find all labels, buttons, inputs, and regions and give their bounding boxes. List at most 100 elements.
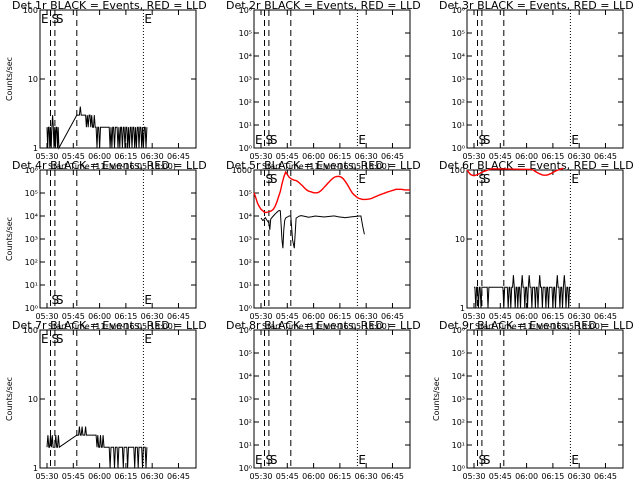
y-tick-label: 10⁴ <box>239 52 252 61</box>
y-tick-label: 10⁶ <box>25 166 38 175</box>
x-axis-label: Start Time (11-Jun-16 05:18:00) <box>475 322 603 331</box>
x-tick-label: 06:45 <box>381 312 404 321</box>
x-tick-label: 05:45 <box>489 152 512 161</box>
marker-label: S <box>56 12 64 26</box>
panel-det-2: Det 2r BLACK = Events, RED = LLD 10⁰ 10¹ 10… <box>226 0 421 171</box>
y-tick-label: 10⁰ <box>239 464 252 473</box>
marker-label: E <box>358 453 366 467</box>
x-tick-label: 05:30 <box>35 312 58 321</box>
x-tick-label: 06:00 <box>302 152 325 161</box>
marker-label: E <box>571 133 579 147</box>
x-tick-label: 06:15 <box>114 312 137 321</box>
y-tick-label: 10⁴ <box>452 372 465 381</box>
x-tick-label: 06:30 <box>355 472 378 480</box>
panel-title: Det 1r BLACK = Events, RED = LLD <box>12 0 207 12</box>
y-tick-label: 1 <box>33 144 38 153</box>
x-tick-label: 06:00 <box>88 312 111 321</box>
panel-title: Det 2r BLACK = Events, RED = LLD <box>226 0 421 12</box>
panel-det-1: Det 1r BLACK = Events, RED = LLD 1 10 100 05… <box>5 0 207 171</box>
x-tick-label: 06:15 <box>328 472 351 480</box>
panel-title: Det 6r BLACK = Events, RED = LLD <box>439 159 634 172</box>
y-tick-label: 10² <box>452 418 465 427</box>
x-tick-label: 06:00 <box>302 312 325 321</box>
marker-label: S <box>479 172 487 186</box>
x-tick-label: 06:15 <box>328 152 351 161</box>
y-tick-label: 10⁵ <box>452 29 465 38</box>
y-tick-label: 1000 <box>232 166 252 175</box>
lld-series-line <box>466 167 564 177</box>
x-tick-label: 05:45 <box>62 312 85 321</box>
x-tick-label: 06:45 <box>594 312 617 321</box>
marker-label: E <box>358 133 366 147</box>
x-tick-label: 06:30 <box>141 152 164 161</box>
y-tick-label: 10⁶ <box>452 6 465 15</box>
marker-label: E <box>255 453 263 467</box>
marker-label: S <box>270 453 278 467</box>
y-tick-label: 100 <box>23 6 38 15</box>
plot-frame <box>466 329 624 469</box>
x-tick-label: 06:00 <box>302 472 325 480</box>
x-tick-label: 05:30 <box>462 472 485 480</box>
x-tick-label: 05:30 <box>35 152 58 161</box>
marker-label: E <box>144 293 152 307</box>
x-tick-label: 05:30 <box>249 152 272 161</box>
x-tick-label: 06:30 <box>141 312 164 321</box>
events-series-line <box>474 275 571 309</box>
y-tick-label: 10⁶ <box>239 326 252 335</box>
y-tick-label: 10⁰ <box>25 304 38 313</box>
y-tick-label: 10⁴ <box>239 212 252 221</box>
panel-title: Det 3r BLACK = Events, RED = LLD <box>439 0 634 12</box>
panel-det-8: Det 8r BLACK = Events, RED = LLD 10⁰ 10¹ 10… <box>226 319 421 480</box>
y-tick-label: 10¹ <box>239 121 252 130</box>
marker-label: S <box>483 172 491 186</box>
marker-label: E <box>144 332 152 346</box>
events-series-line <box>46 106 148 150</box>
y-tick-label: 10¹ <box>239 281 252 290</box>
x-tick-label: 06:15 <box>114 472 137 480</box>
marker-label: S <box>270 172 278 186</box>
x-tick-label: 06:45 <box>381 152 404 161</box>
marker-label: S <box>56 332 64 346</box>
x-tick-label: 06:15 <box>328 312 351 321</box>
x-tick-label: 06:45 <box>594 152 617 161</box>
marker-label: E <box>571 453 579 467</box>
marker-label: E <box>41 332 49 346</box>
y-tick-label: 10¹ <box>452 441 465 450</box>
y-tick-label: 10³ <box>25 235 38 244</box>
x-axis-label: Start Time (11-Jun-16 05:18:00) <box>48 162 176 171</box>
plot-frame <box>253 329 411 469</box>
y-tick-label: 10³ <box>239 395 252 404</box>
y-tick-label: 10² <box>239 418 252 427</box>
panel-det-5: Det 5r BLACK = Events, RED = LLD 10⁰ 10¹ 10… <box>226 159 421 331</box>
x-tick-label: 06:15 <box>541 312 564 321</box>
x-tick-label: 06:15 <box>541 152 564 161</box>
y-tick-label: 10⁴ <box>452 52 465 61</box>
x-tick-label: 05:30 <box>462 152 485 161</box>
x-axis-label: Start Time (11-Jun-16 05:18:00) <box>262 162 390 171</box>
panel-title: Det 9r BLACK = Events, RED = LLD <box>439 319 634 332</box>
x-tick-label: 06:00 <box>515 312 538 321</box>
plot-frame <box>466 9 624 149</box>
plot-frame <box>39 329 197 469</box>
y-tick-label: 10⁵ <box>239 189 252 198</box>
marker-label: S <box>270 133 278 147</box>
y-tick-label: 10 <box>28 75 38 84</box>
y-tick-label: 10⁰ <box>239 304 252 313</box>
panel-det-6: Det 6r BLACK = Events, RED = LLD 1 10 100 05… <box>439 159 634 331</box>
y-tick-label: 10⁶ <box>239 6 252 15</box>
lld-series-line <box>253 170 410 214</box>
x-tick-label: 05:30 <box>249 312 272 321</box>
y-tick-label: 1 <box>460 304 465 313</box>
x-tick-label: 05:30 <box>35 472 58 480</box>
x-tick-label: 06:00 <box>88 472 111 480</box>
x-tick-label: 06:30 <box>568 312 591 321</box>
y-tick-label: 10 <box>455 235 465 244</box>
y-tick-label: 10 <box>28 395 38 404</box>
y-tick-label: 10⁵ <box>239 349 252 358</box>
x-tick-label: 06:45 <box>594 472 617 480</box>
panel-det-9: Det 9r BLACK = Events, RED = LLD 10⁰ 10¹ 10… <box>432 319 634 480</box>
x-tick-label: 06:45 <box>167 472 190 480</box>
x-axis-label: Start Time (11-Jun-16 05:18:00) <box>48 322 176 331</box>
plot-frame <box>39 169 197 309</box>
events-series-line <box>46 426 148 469</box>
